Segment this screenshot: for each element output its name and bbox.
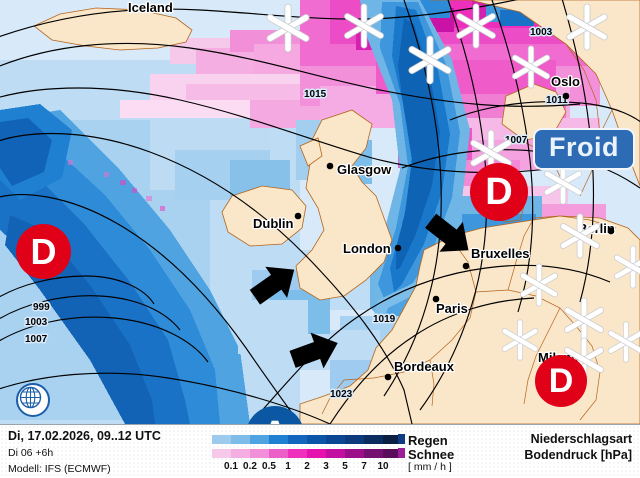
wind-arrow-icon	[241, 251, 311, 319]
low-pressure-marker: D	[535, 355, 587, 407]
city-dot	[432, 295, 440, 303]
rain-scale-step	[212, 435, 231, 444]
rain-scale-step	[250, 435, 269, 444]
run-label: Di 06 +6h	[8, 447, 54, 459]
rain-legend-swatch	[398, 434, 405, 444]
legend-title-precip-type: Niederschlagsart	[530, 432, 632, 446]
snow-scale-step	[269, 449, 288, 458]
weather-map-canvas[interactable]: 1015 1003 1011 1007 999 1003 1007 1019 1023 Icel…	[0, 0, 640, 424]
snowflake-icon	[556, 212, 604, 265]
high-pressure-marker: A	[246, 406, 304, 424]
scale-tick-label: 3	[323, 461, 329, 472]
city-label: Glasgow	[337, 162, 392, 177]
globe-icon	[16, 383, 50, 417]
snowflake-icon	[516, 262, 562, 313]
snow-scale-step	[326, 449, 345, 458]
snowflake-icon	[508, 44, 554, 95]
city-dot	[294, 212, 302, 220]
city-label: London	[343, 241, 391, 256]
rain-scale-step	[345, 435, 364, 444]
snowflake-icon	[562, 2, 612, 57]
model-label: Modell: IFS (ECMWF)	[8, 463, 111, 475]
snowflake-icon	[610, 244, 640, 295]
cold-air-badge: Froid	[533, 128, 635, 170]
snow-scale-step	[212, 449, 231, 458]
isobar-value-label: 1003	[25, 317, 48, 328]
snow-scale-step	[307, 449, 326, 458]
city-label: Paris	[436, 301, 468, 316]
scale-tick-labels: 0.1 0.2 0.5 1 2 3 5 7 10	[212, 461, 412, 475]
wind-arrow-icon	[284, 323, 349, 385]
snowflake-icon	[340, 2, 388, 55]
isobar-value-label: 1019	[373, 314, 396, 325]
valid-time-label: Di, 17.02.2026, 09..12 UTC	[8, 429, 161, 443]
snow-scale-step	[250, 449, 269, 458]
city-label: Oslo	[551, 74, 580, 89]
rain-scale-step	[307, 435, 326, 444]
rain-scale-step	[288, 435, 307, 444]
snow-legend-label: Schnee	[408, 447, 455, 462]
isobar-value-label: 999	[33, 302, 50, 313]
rain-scale-step	[383, 435, 402, 444]
low-pressure-marker: D	[16, 224, 71, 279]
scale-tick-label: 10	[377, 461, 389, 472]
scale-tick-label: 2	[304, 461, 310, 472]
city-dot	[607, 227, 615, 235]
snow-scale-step	[364, 449, 383, 458]
isobar-value-label: 1003	[530, 27, 553, 38]
isobar-value-label: 1015	[304, 89, 327, 100]
legend-title-pressure: Bodendruck [hPa]	[524, 448, 632, 462]
rain-scale-step	[231, 435, 250, 444]
scale-tick-label: 0.5	[262, 461, 276, 472]
isobar-label: 1019	[372, 313, 398, 327]
city-dot	[562, 92, 570, 100]
snowflake-icon	[540, 160, 586, 211]
rain-scale-bar	[212, 435, 402, 444]
city-dot	[384, 373, 392, 381]
snowflake-icon	[452, 2, 500, 55]
snow-legend-swatch	[398, 448, 405, 458]
city-label: Bruxelles	[471, 246, 530, 261]
wind-arrow-icon	[413, 203, 483, 272]
unit-label: [ mm / h ]	[408, 461, 452, 473]
isobar-label: 1015	[303, 88, 329, 102]
scale-tick-label: 1	[285, 461, 291, 472]
isobar-label: 1003	[529, 26, 555, 40]
city-label: Iceland	[128, 0, 173, 15]
scale-tick-label: 0.2	[243, 461, 257, 472]
scale-tick-label: 0.1	[224, 461, 238, 472]
city-dot	[462, 262, 470, 270]
snow-scale-step	[383, 449, 402, 458]
rain-scale-step	[364, 435, 383, 444]
isobar-label: 1003	[24, 316, 50, 330]
scale-tick-label: 5	[342, 461, 348, 472]
snowflake-icon	[604, 320, 640, 369]
country-borders	[321, 43, 617, 421]
snowflake-icon	[262, 2, 314, 59]
isobar-label: 1023	[329, 388, 355, 402]
rain-scale-step	[269, 435, 288, 444]
low-pressure-marker: D	[470, 163, 528, 221]
isobar-label: 999	[32, 301, 52, 315]
city-dot	[326, 162, 334, 170]
isobar-value-label: 1023	[330, 389, 353, 400]
snow-scale-step	[288, 449, 307, 458]
rain-legend-label: Regen	[408, 433, 448, 448]
snowflake-icon	[498, 318, 542, 367]
city-label: Dublin	[253, 216, 293, 231]
isobar-label: 1007	[24, 333, 50, 347]
city-label: Bordeaux	[394, 359, 455, 374]
rain-scale-step	[326, 435, 345, 444]
snow-scale-bar	[212, 449, 402, 458]
snow-scale-step	[345, 449, 364, 458]
snow-scale-step	[231, 449, 250, 458]
isobar-contours	[0, 0, 640, 424]
snowflake-icon	[404, 34, 456, 91]
isobar-value-label: 1007	[25, 334, 48, 345]
city-dot	[394, 244, 402, 252]
scale-tick-label: 7	[361, 461, 367, 472]
